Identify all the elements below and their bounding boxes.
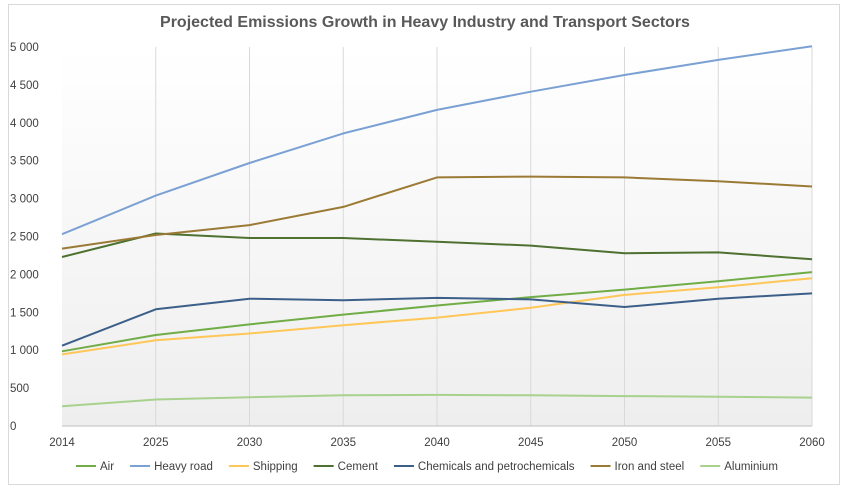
x-tick-label: 2014 — [49, 437, 75, 449]
legend-label-shipping: Shipping — [253, 461, 298, 473]
y-tick-label: 500 — [10, 383, 29, 395]
x-tick-label: 2040 — [424, 437, 450, 449]
legend-label-air: Air — [100, 461, 114, 473]
y-tick-label: 2 000 — [10, 269, 39, 281]
series-line-cement — [61, 232, 813, 261]
y-tick-label: 2 500 — [10, 232, 39, 244]
x-tick-label: 2045 — [518, 437, 544, 449]
legend: Air Heavy road Shipping Cement Chemicals and… — [76, 461, 778, 473]
y-tick-label: 0 — [10, 421, 16, 433]
series-line-chemicals-and-petrochemicals — [61, 292, 813, 347]
legend-label-cement: Cement — [338, 461, 379, 473]
series-line-heavy-road — [61, 45, 813, 236]
y-tick-label: 3 500 — [10, 156, 39, 168]
x-tick-label: 2035 — [330, 437, 356, 449]
y-tick-label: 4 000 — [10, 118, 39, 130]
x-tick-label: 2060 — [799, 437, 825, 449]
x-tick-label: 2050 — [612, 437, 638, 449]
y-tick-label: 1 500 — [10, 307, 39, 319]
x-tick-label: 2025 — [143, 437, 169, 449]
legend-label-chemicals-and-petrochemicals: Chemicals and petrochemicals — [418, 461, 575, 473]
legend-label-heavy-road: Heavy road — [154, 461, 213, 473]
x-axis-tick-labels: 2014 2025 2030 2035 2040 2045 2050 2055 2060 — [49, 437, 825, 449]
y-axis-tick-labels: 0 500 1 000 1 500 2 000 2 500 3 000 3 500 4 000 4… — [10, 42, 39, 433]
series-line-aluminium — [61, 393, 813, 408]
x-tick-label: 2055 — [705, 437, 731, 449]
legend-label-iron-and-steel: Iron and steel — [615, 461, 685, 473]
y-tick-label: 1 000 — [10, 345, 39, 357]
y-tick-label: 3 000 — [10, 194, 39, 206]
y-tick-label: 4 500 — [10, 80, 39, 92]
series-line-shipping — [61, 277, 813, 356]
series-line-air — [61, 271, 813, 353]
gridlines — [155, 47, 813, 426]
y-tick-label: 5 000 — [10, 42, 39, 54]
x-tick-label: 2030 — [237, 437, 263, 449]
series-lines — [61, 45, 813, 408]
series-line-iron-and-steel — [61, 175, 813, 250]
legend-label-aluminium: Aluminium — [724, 461, 778, 473]
chart-title: Projected Emissions Growth in Heavy Indu… — [160, 14, 690, 31]
